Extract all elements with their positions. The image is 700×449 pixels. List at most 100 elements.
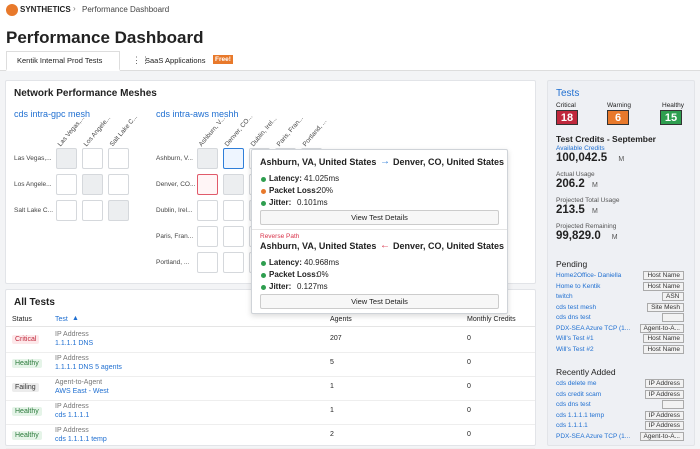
credit-unit: M xyxy=(618,156,625,163)
mesh-cell[interactable] xyxy=(56,174,77,195)
list-item[interactable]: cds delete me xyxy=(556,380,597,387)
mesh-cell[interactable] xyxy=(56,200,77,221)
credits: 0 xyxy=(467,359,471,366)
metric-label: Jitter: xyxy=(269,198,292,207)
list-item[interactable]: Home to Kentik xyxy=(556,282,601,290)
list-item[interactable]: cds 1.1.1.1 temp xyxy=(556,411,605,419)
tab-rule xyxy=(0,70,700,71)
mesh-cell[interactable] xyxy=(108,200,129,221)
count-box: 6 xyxy=(607,110,629,125)
column-header[interactable]: Agents xyxy=(330,316,352,323)
list-tag: IP Address xyxy=(644,421,684,430)
view-details-button[interactable]: View Test Details xyxy=(260,294,499,309)
column-label: Portland, ... xyxy=(301,118,329,148)
path-to: Denver, CO, United States xyxy=(393,157,505,167)
metric-value: 0% xyxy=(317,270,329,279)
metric-label: Latency: xyxy=(269,258,302,267)
list-item[interactable]: cds credit scam xyxy=(556,390,602,398)
test-name[interactable]: 1.1.1.1 DNS xyxy=(55,340,94,347)
mesh-cell[interactable] xyxy=(197,252,218,273)
mesh-cell[interactable] xyxy=(223,200,244,221)
metric-value: 41.025ms xyxy=(304,174,340,183)
grid-icon: ⋮⋮ xyxy=(132,55,150,65)
status-badge: Healthy xyxy=(12,431,42,440)
page-title: Performance Dashboard xyxy=(6,28,204,47)
list-item[interactable]: cds dns test xyxy=(556,314,591,321)
arrow: → xyxy=(380,156,390,167)
path-from: Ashburn, VA, United States xyxy=(260,157,377,167)
credit-label: Projected Total Usage xyxy=(556,197,620,204)
mesh-cell[interactable] xyxy=(82,200,103,221)
metric-label: Packet Loss: xyxy=(269,270,319,279)
header-rule xyxy=(6,326,535,327)
test-name[interactable]: cds 1.1.1.1 temp xyxy=(55,436,107,443)
mesh-cell[interactable] xyxy=(223,226,244,247)
list-item[interactable]: twitch xyxy=(556,293,573,300)
list-item[interactable]: cds test mesh xyxy=(556,303,597,311)
metric-dot xyxy=(261,285,266,290)
metric-label: Latency: xyxy=(269,174,302,183)
metric-value: 0.127ms xyxy=(297,282,328,291)
mesh-cell[interactable] xyxy=(82,174,103,195)
mesh-name[interactable]: cds intra-aws meshh xyxy=(156,109,239,119)
list-title: Recently Added xyxy=(556,367,616,377)
mesh-cell[interactable] xyxy=(197,226,218,247)
mesh-cell[interactable] xyxy=(197,148,218,169)
reverse-label: Reverse Path xyxy=(260,233,300,240)
status-badge: Healthy xyxy=(12,359,42,368)
test-name[interactable]: 1.1.1.1 DNS 5 agents xyxy=(55,364,122,371)
list-tag xyxy=(662,313,684,322)
tab-label[interactable]: Kentik Internal Prod Tests xyxy=(17,56,103,65)
mesh-cell[interactable] xyxy=(223,252,244,273)
mesh-cell[interactable] xyxy=(223,148,244,169)
mesh-cell[interactable] xyxy=(82,148,103,169)
mesh-name[interactable]: cds intra-gpc mesh xyxy=(14,109,91,119)
list-tag: Site Mesh xyxy=(647,302,684,312)
tab-active[interactable] xyxy=(6,51,120,71)
column-label: Dublin, Irel... xyxy=(249,115,279,148)
list-tag: Host Name xyxy=(643,281,684,291)
column-header[interactable]: Status xyxy=(12,316,32,323)
view-details-button[interactable]: View Test Details xyxy=(260,210,499,225)
test-type: IP Address xyxy=(55,427,89,434)
chevron: › xyxy=(73,4,76,13)
path-from: Ashburn, VA, United States xyxy=(260,241,377,251)
list-item[interactable]: PDX-SEA Azure TCP (1... xyxy=(556,432,631,440)
list-item[interactable]: Home2Office- Daniella xyxy=(556,272,622,279)
agents: 1 xyxy=(330,383,334,390)
metric-value: 20% xyxy=(317,186,334,195)
row-label: Ashburn, V... xyxy=(156,155,193,162)
list-item[interactable]: cds dns test xyxy=(556,401,591,408)
mesh-cell[interactable] xyxy=(197,174,218,195)
mesh-cell[interactable] xyxy=(108,174,129,195)
brand[interactable]: SYNTHETICS xyxy=(20,5,71,14)
section-title: Network Performance Meshes xyxy=(14,88,157,99)
list-title: Pending xyxy=(556,259,588,269)
test-type: Agent-to-Agent xyxy=(55,379,103,386)
test-name[interactable]: AWS East - West xyxy=(55,388,109,395)
section-title: All Tests xyxy=(14,297,55,308)
list-item[interactable]: Will's Test #1 xyxy=(556,335,594,342)
column-header[interactable]: Monthly Credits xyxy=(467,316,516,323)
mesh-cell[interactable] xyxy=(108,148,129,169)
mesh-cell[interactable] xyxy=(197,200,218,221)
metric-dot xyxy=(261,189,266,194)
mesh-cell[interactable] xyxy=(56,148,77,169)
list-item[interactable]: cds 1.1.1.1 xyxy=(556,422,588,429)
test-name[interactable]: cds 1.1.1.1 xyxy=(55,412,90,419)
list-item[interactable]: PDX-SEA Azure TCP (1... xyxy=(556,324,631,332)
metric-dot xyxy=(261,177,266,182)
column-header[interactable]: Test xyxy=(55,316,68,323)
mesh-cell[interactable] xyxy=(223,174,244,195)
credits: 0 xyxy=(467,431,471,438)
test-type: IP Address xyxy=(55,331,89,338)
credit-label: Actual Usage xyxy=(556,171,595,178)
list-item[interactable]: Will's Test #2 xyxy=(556,345,594,353)
credits: 0 xyxy=(467,335,471,342)
credits-title: Test Credits - September xyxy=(556,134,656,144)
list-tag: ASN xyxy=(662,292,684,301)
row-label: Denver, CO... xyxy=(156,181,196,188)
status-badge: Healthy xyxy=(12,407,42,416)
credit-label: Projected Remaining xyxy=(556,223,617,230)
tab-label[interactable]: SaaS Applications xyxy=(145,56,206,65)
